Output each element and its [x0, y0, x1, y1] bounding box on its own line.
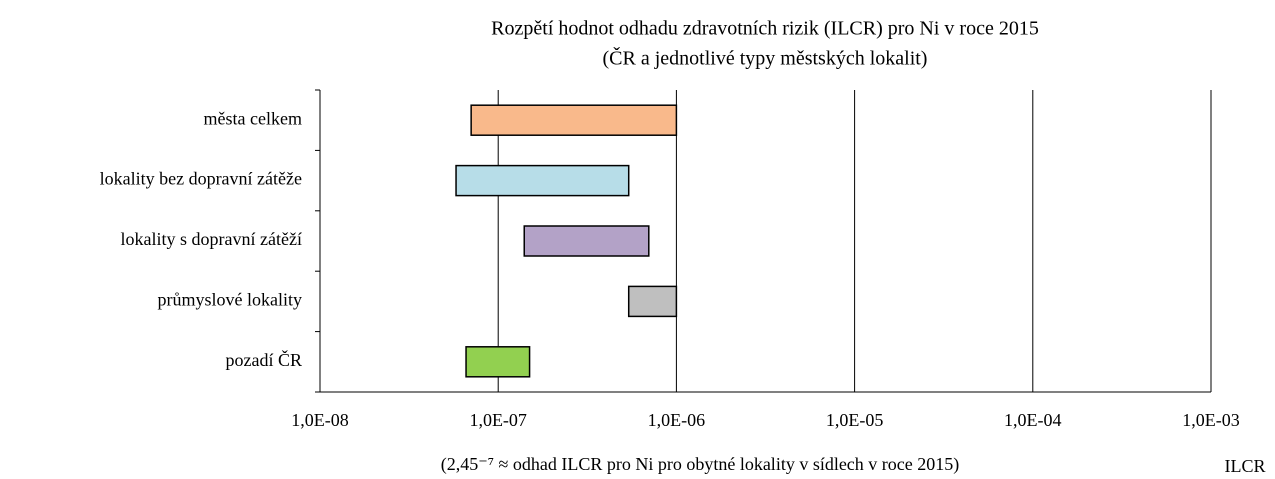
bar — [455, 164, 630, 197]
x-tick-label: 1,0E-04 — [1004, 410, 1062, 430]
bar — [523, 225, 650, 257]
y-tick-label: lokality s dopravní zátěží — [121, 229, 302, 249]
bar — [470, 104, 678, 136]
y-tick-label: lokality bez dopravní zátěže — [100, 169, 302, 189]
x-tick-label: 1,0E-05 — [826, 410, 884, 430]
chart-title: Rozpětí hodnot odhadu zdravotních rizik … — [491, 18, 1039, 40]
bar — [627, 285, 678, 318]
y-tick-label: města celkem — [204, 108, 302, 128]
x-tick-label: 1,0E-03 — [1182, 410, 1240, 430]
x-tick-label: 1,0E-06 — [648, 410, 706, 430]
bar — [465, 346, 531, 378]
chart-subtitle: (ČR a jednotlivé typy městských lokalit) — [603, 46, 928, 70]
x-tick-label: 1,0E-07 — [469, 410, 527, 430]
x-unit-label: ILCR — [1224, 456, 1265, 476]
y-tick-label: průmyslové lokality — [158, 290, 302, 310]
x-tick-label: 1,0E-08 — [291, 410, 349, 430]
x-axis-label: (2,45⁻⁷ ≈ odhad ILCR pro Ni pro obytné l… — [441, 454, 960, 475]
y-tick-label: pozadí ČR — [226, 349, 303, 370]
